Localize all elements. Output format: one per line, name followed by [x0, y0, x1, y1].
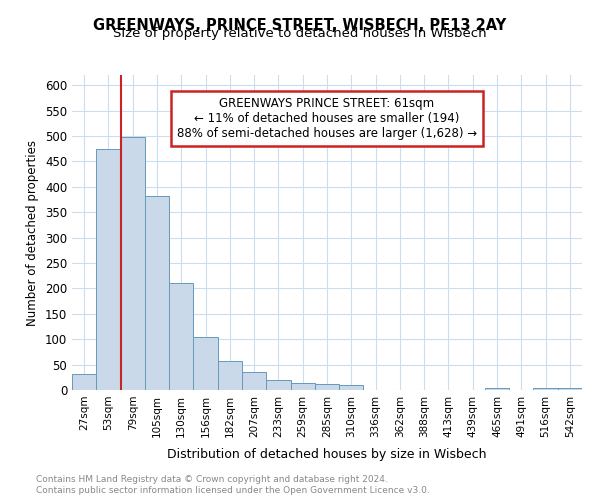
Text: Contains public sector information licensed under the Open Government Licence v3: Contains public sector information licen…: [36, 486, 430, 495]
Bar: [485, 388, 509, 390]
Bar: [145, 196, 169, 390]
Text: Contains HM Land Registry data © Crown copyright and database right 2024.: Contains HM Land Registry data © Crown c…: [36, 475, 388, 484]
Bar: [121, 138, 145, 390]
Bar: [242, 372, 266, 390]
Bar: [96, 148, 121, 390]
Text: GREENWAYS, PRINCE STREET, WISBECH, PE13 2AY: GREENWAYS, PRINCE STREET, WISBECH, PE13 …: [94, 18, 506, 32]
Bar: [290, 384, 315, 390]
Bar: [266, 380, 290, 390]
Bar: [218, 361, 242, 390]
Bar: [169, 284, 193, 390]
Y-axis label: Number of detached properties: Number of detached properties: [26, 140, 40, 326]
X-axis label: Distribution of detached houses by size in Wisbech: Distribution of detached houses by size …: [167, 448, 487, 461]
Text: Size of property relative to detached houses in Wisbech: Size of property relative to detached ho…: [113, 28, 487, 40]
Bar: [315, 384, 339, 390]
Text: GREENWAYS PRINCE STREET: 61sqm
← 11% of detached houses are smaller (194)
88% of: GREENWAYS PRINCE STREET: 61sqm ← 11% of …: [177, 97, 477, 140]
Bar: [558, 388, 582, 390]
Bar: [193, 336, 218, 390]
Bar: [339, 385, 364, 390]
Bar: [72, 374, 96, 390]
Bar: [533, 388, 558, 390]
